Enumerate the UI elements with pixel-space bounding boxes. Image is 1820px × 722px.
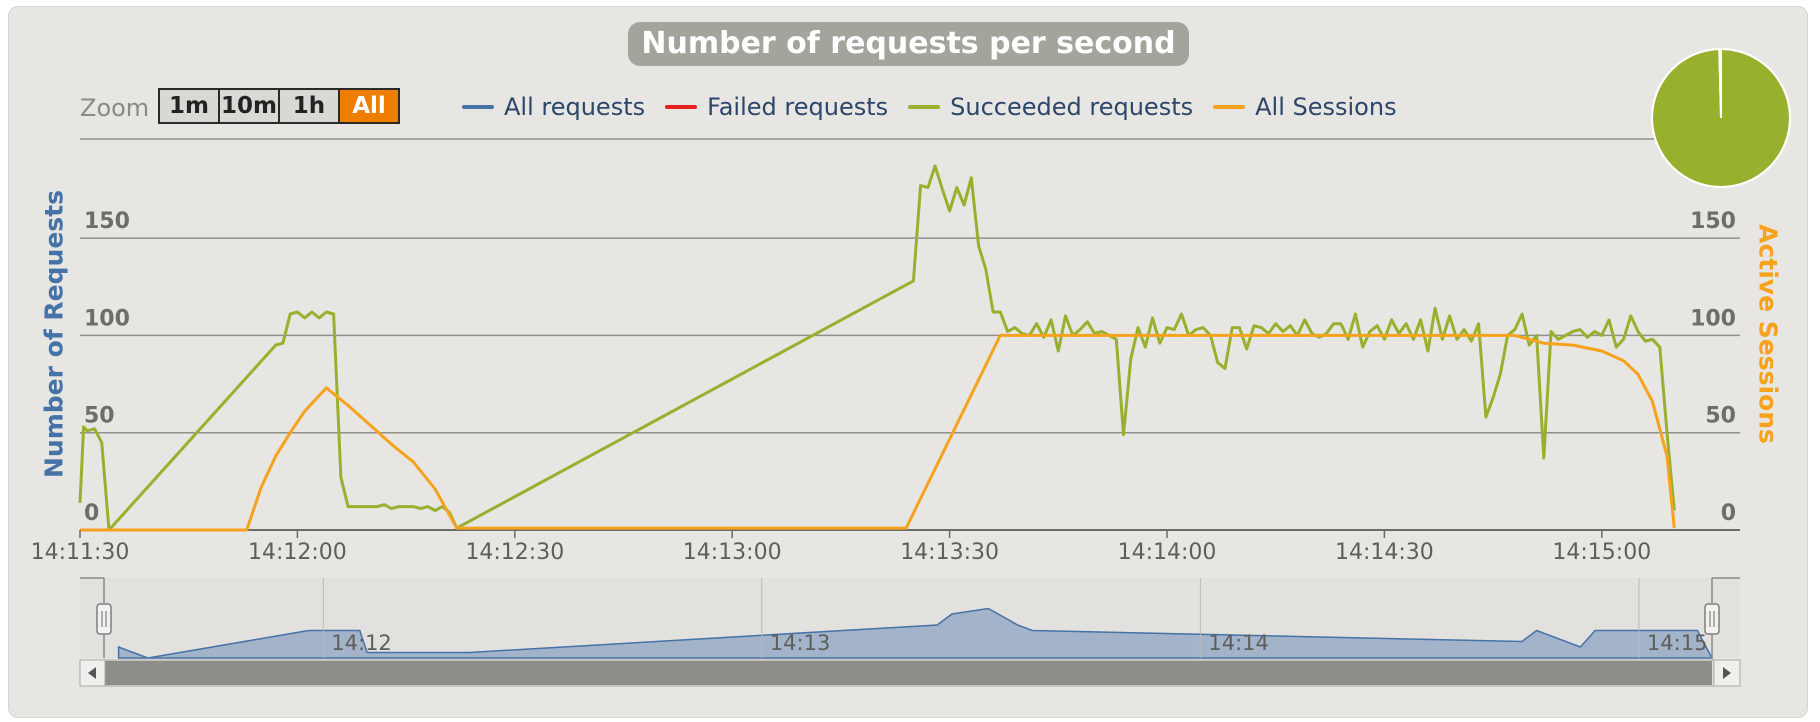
x-tick-label: 14:12:00 (248, 540, 347, 565)
legend-item-all-sessions[interactable]: All Sessions (1213, 93, 1397, 121)
navigator-label: 14:12 (331, 631, 392, 655)
x-tick-label: 14:14:30 (1335, 540, 1434, 565)
y-tick-label-right: 0 (1721, 501, 1736, 526)
legend-item-succeeded-requests[interactable]: Succeeded requests (908, 93, 1193, 121)
navigator-label: 14:15 (1647, 631, 1708, 655)
zoom-1h-button[interactable]: 1h (278, 88, 340, 124)
chevron-left-icon (88, 667, 96, 679)
y-tick-label-right: 50 (1705, 404, 1736, 429)
legend: All requests Failed requests Succeeded r… (462, 90, 1417, 124)
plot-area (78, 164, 1676, 532)
series-line-succeeded-requests (78, 164, 1676, 532)
legend-swatch (908, 105, 941, 109)
x-tick-label: 14:14:00 (1118, 540, 1217, 565)
series-line-all-sessions (80, 333, 1676, 532)
navigator-handle-left[interactable] (96, 603, 112, 635)
x-tick-label: 14:11:30 (31, 540, 130, 565)
legend-swatch (462, 105, 494, 109)
y-tick-label-right: 100 (1690, 306, 1736, 331)
y-tick-label-right: 150 (1690, 209, 1736, 234)
navigator[interactable]: 14:12 14:13 14:14 14:15 (79, 577, 1741, 687)
navigator-label: 14:14 (1208, 631, 1269, 655)
navigator-label: 14:13 (770, 631, 831, 655)
y-tick-label-left: 100 (84, 306, 130, 331)
y-tick-label-left: 50 (84, 404, 115, 429)
pie-outline (1651, 48, 1791, 188)
axes: 0 0 50 50 100 100 150 150 14:11:30 14:12:00 14:12:… (31, 209, 1736, 565)
legend-label: All requests (504, 93, 646, 121)
pie-chart (1651, 47, 1791, 188)
x-tick-label: 14:13:00 (683, 540, 782, 565)
x-tick-label: 14:13:30 (900, 540, 999, 565)
legend-swatch (665, 105, 698, 109)
legend-swatch (1213, 105, 1246, 109)
scrollbar-thumb[interactable] (105, 661, 1712, 685)
navigator-area (117, 607, 1714, 659)
zoom-1m-button[interactable]: 1m (158, 88, 220, 124)
chevron-right-icon (1723, 667, 1731, 679)
y-tick-label-left: 150 (84, 209, 130, 234)
zoom-10m-button[interactable]: 10m (218, 88, 280, 124)
legend-label: Failed requests (707, 93, 889, 121)
navigator-handle-right[interactable] (1704, 603, 1720, 635)
legend-item-failed-requests[interactable]: Failed requests (665, 93, 888, 121)
chart-title: Number of requests per second (628, 22, 1189, 66)
legend-label: All Sessions (1255, 93, 1397, 121)
legend-label: Succeeded requests (950, 93, 1194, 121)
y-tick-label-left: 0 (84, 501, 99, 526)
legend-item-all-requests[interactable]: All requests (462, 93, 645, 121)
zoom-all-button[interactable]: All (338, 88, 400, 124)
zoom-label: Zoom (80, 94, 150, 122)
x-tick-label: 14:15:00 (1552, 540, 1651, 565)
x-tick-label: 14:12:30 (465, 540, 564, 565)
